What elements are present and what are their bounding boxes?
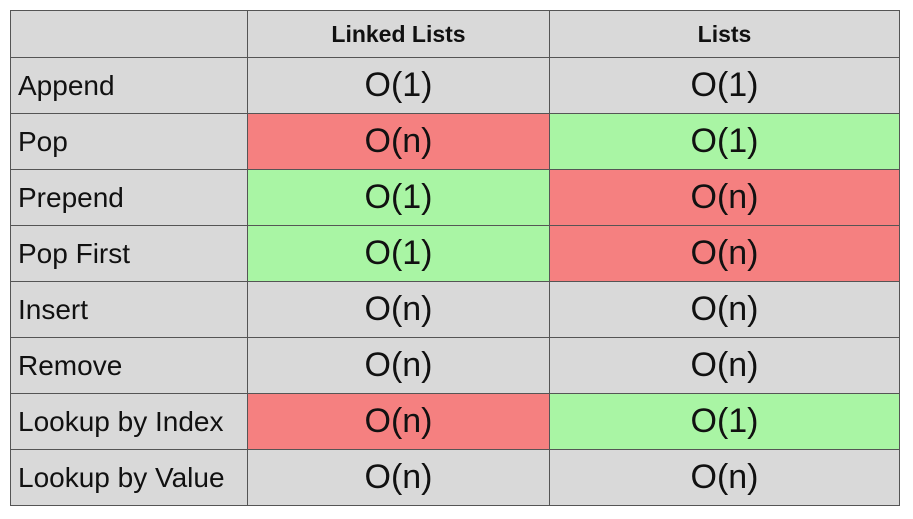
header-linked-lists: Linked Lists: [247, 10, 550, 58]
lists-complexity: O(n): [549, 169, 900, 226]
operation-label: Lookup by Value: [10, 449, 248, 506]
operation-label: Pop First: [10, 225, 248, 282]
linked-lists-complexity: O(n): [247, 113, 550, 170]
header-row: Linked Lists Lists: [10, 10, 900, 58]
linked-lists-complexity: O(n): [247, 393, 550, 450]
lists-complexity: O(n): [549, 225, 900, 282]
lists-complexity: O(1): [549, 57, 900, 114]
lists-complexity: O(1): [549, 113, 900, 170]
complexity-comparison-table: Linked Lists Lists Append O(1) O(1) Pop …: [10, 10, 900, 506]
table-row: Append O(1) O(1): [10, 57, 900, 114]
linked-lists-complexity: O(1): [247, 57, 550, 114]
lists-complexity: O(n): [549, 449, 900, 506]
header-lists: Lists: [549, 10, 900, 58]
lists-complexity: O(n): [549, 281, 900, 338]
linked-lists-complexity: O(n): [247, 337, 550, 394]
lists-complexity: O(n): [549, 337, 900, 394]
operation-label: Remove: [10, 337, 248, 394]
operation-label: Append: [10, 57, 248, 114]
operation-label: Pop: [10, 113, 248, 170]
linked-lists-complexity: O(n): [247, 281, 550, 338]
operation-label: Prepend: [10, 169, 248, 226]
operation-label: Lookup by Index: [10, 393, 248, 450]
table-row: Pop First O(1) O(n): [10, 225, 900, 282]
comparison-table-container: Linked Lists Lists Append O(1) O(1) Pop …: [10, 10, 900, 506]
lists-complexity: O(1): [549, 393, 900, 450]
linked-lists-complexity: O(1): [247, 169, 550, 226]
header-operation: [10, 10, 248, 58]
table-row: Lookup by Value O(n) O(n): [10, 449, 900, 506]
table-row: Pop O(n) O(1): [10, 113, 900, 170]
table-row: Prepend O(1) O(n): [10, 169, 900, 226]
linked-lists-complexity: O(1): [247, 225, 550, 282]
table-row: Insert O(n) O(n): [10, 281, 900, 338]
linked-lists-complexity: O(n): [247, 449, 550, 506]
table-row: Lookup by Index O(n) O(1): [10, 393, 900, 450]
table-row: Remove O(n) O(n): [10, 337, 900, 394]
operation-label: Insert: [10, 281, 248, 338]
